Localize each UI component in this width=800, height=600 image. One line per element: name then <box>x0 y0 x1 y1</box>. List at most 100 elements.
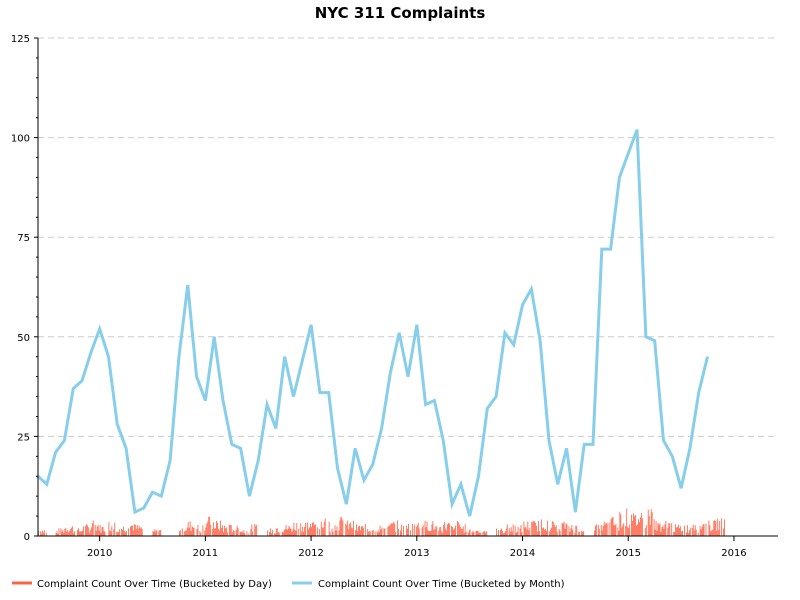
day-bar <box>654 529 656 536</box>
day-bar <box>433 529 435 536</box>
x-tick-label-2016: 2016 <box>721 548 746 559</box>
day-bar <box>473 532 475 536</box>
day-bar <box>613 524 615 536</box>
day-bar <box>512 524 514 536</box>
day-bar <box>131 525 133 536</box>
day-bar <box>637 524 638 536</box>
day-bar <box>615 523 617 536</box>
month-point <box>610 248 612 250</box>
day-bar <box>601 530 603 536</box>
day-bar <box>338 530 340 536</box>
day-bar <box>159 530 161 536</box>
month-point <box>196 376 198 378</box>
day-bar <box>345 523 347 536</box>
day-bar <box>687 532 689 536</box>
day-bar <box>595 524 597 536</box>
day-bar <box>301 531 303 536</box>
day-bar <box>546 530 547 536</box>
day-bar <box>503 532 505 536</box>
day-bar <box>639 522 640 536</box>
day-bar <box>614 525 616 536</box>
day-bar <box>659 523 661 536</box>
month-point <box>160 495 162 497</box>
day-bar <box>244 533 246 536</box>
day-bar <box>498 529 499 536</box>
day-bar <box>331 528 333 536</box>
day-bar <box>294 529 296 536</box>
month-point <box>240 447 242 449</box>
day-bar <box>612 517 614 536</box>
day-bar <box>179 530 181 536</box>
day-bar <box>688 530 690 536</box>
day-bar <box>689 527 691 536</box>
day-bar <box>250 529 252 536</box>
day-bar <box>57 533 59 536</box>
day-bar <box>418 528 420 536</box>
day-bar <box>695 529 697 536</box>
day-bar <box>527 521 529 536</box>
day-bar <box>204 530 206 536</box>
day-bar <box>223 525 225 536</box>
day-bar <box>81 531 82 536</box>
month-point <box>601 248 603 250</box>
day-bar <box>682 530 683 536</box>
day-bar <box>356 524 357 536</box>
y-tick-label-25: 25 <box>17 432 30 443</box>
month-point <box>442 439 444 441</box>
day-bar <box>483 531 485 536</box>
day-bar <box>158 531 160 536</box>
month-point <box>654 340 656 342</box>
day-bar <box>476 530 478 536</box>
day-bar <box>597 524 599 536</box>
day-bar <box>220 520 221 536</box>
day-bar <box>546 520 548 536</box>
day-bar <box>662 525 664 536</box>
day-bar <box>235 529 237 536</box>
day-bar <box>694 525 696 536</box>
day-bar <box>308 529 309 536</box>
day-bar <box>305 522 307 536</box>
day-bar <box>678 524 679 536</box>
day-bar <box>371 530 373 536</box>
day-bar <box>285 525 287 536</box>
month-point <box>698 392 700 394</box>
day-bar <box>568 526 570 536</box>
day-bar <box>575 525 577 536</box>
day-bar <box>625 526 627 536</box>
day-bar <box>486 531 488 536</box>
day-bar <box>366 529 368 536</box>
day-bar <box>387 527 389 536</box>
day-bar <box>214 528 216 536</box>
day-bar <box>73 533 75 536</box>
day-bar <box>63 532 65 536</box>
day-bar <box>130 525 132 536</box>
day-bar <box>293 522 295 536</box>
day-bar <box>581 530 583 536</box>
day-bar <box>477 530 479 536</box>
day-bar <box>676 527 678 536</box>
day-bar <box>660 531 662 536</box>
day-bar <box>525 526 527 536</box>
day-bar <box>533 520 535 536</box>
day-bar <box>496 528 497 536</box>
day-bar <box>416 525 418 536</box>
day-bar <box>228 524 230 536</box>
day-bar <box>684 525 685 536</box>
day-bar <box>124 530 125 536</box>
day-bar <box>422 524 424 536</box>
day-bar <box>314 524 315 536</box>
day-bar <box>723 528 725 536</box>
day-bar <box>339 520 341 536</box>
day-bar <box>206 523 208 536</box>
day-bar <box>451 525 452 536</box>
day-bar <box>178 531 180 536</box>
day-bar <box>425 527 427 536</box>
month-point <box>398 332 400 334</box>
day-bar <box>699 525 701 536</box>
day-bar <box>545 528 546 536</box>
day-bar <box>641 518 643 536</box>
day-bar <box>667 527 669 536</box>
day-bar <box>277 532 279 536</box>
day-bar <box>400 530 401 536</box>
day-bar <box>351 527 353 536</box>
